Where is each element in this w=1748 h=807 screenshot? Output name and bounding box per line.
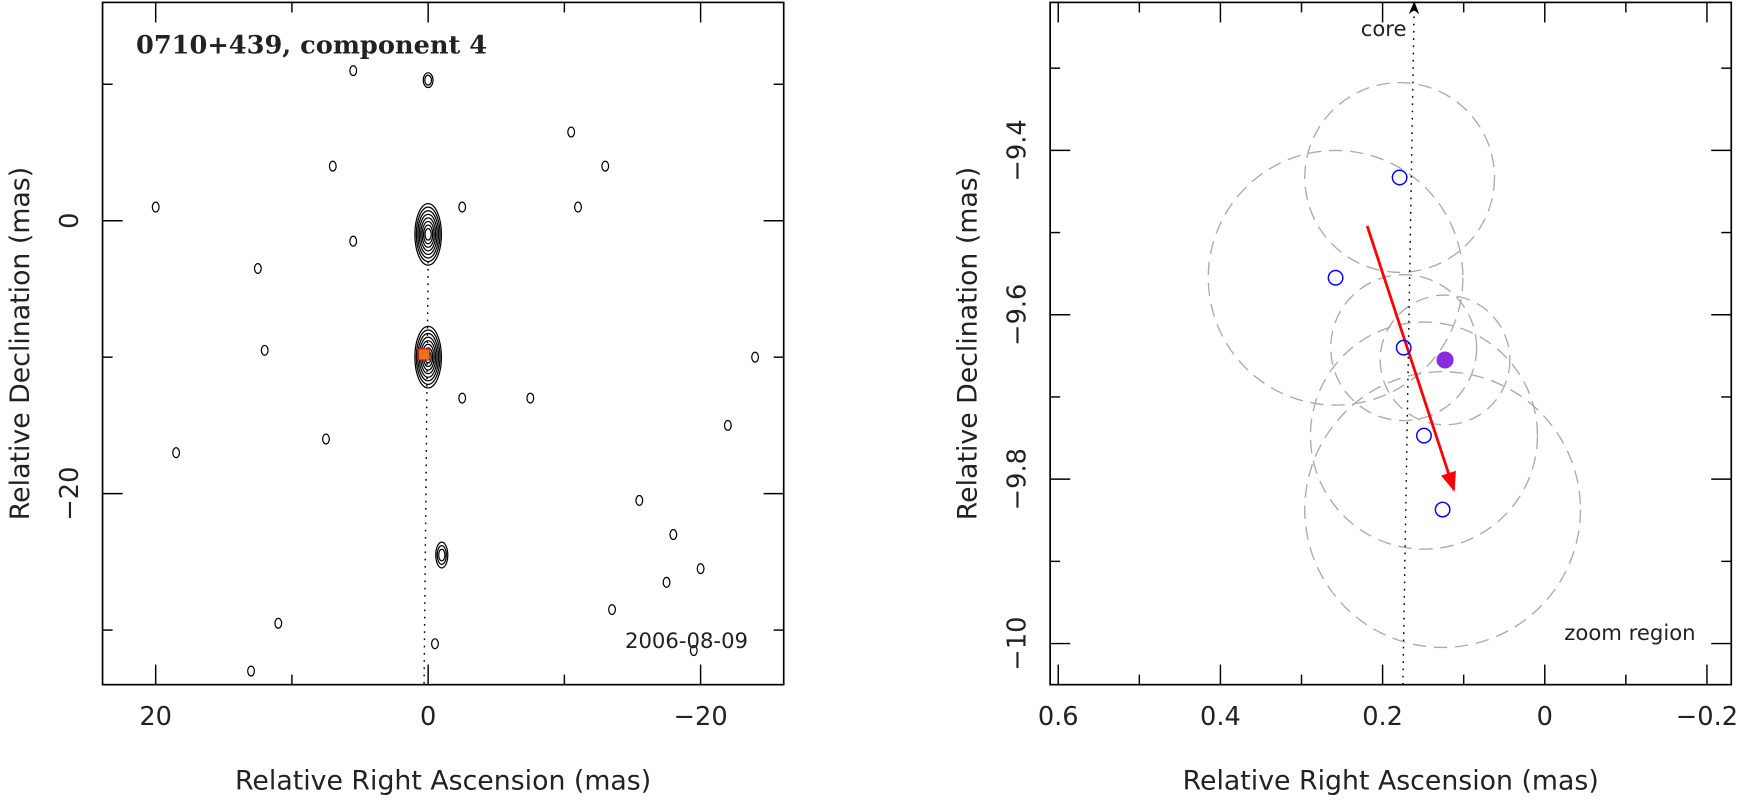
contour [328,160,337,172]
contour [435,541,449,569]
contour [349,235,358,247]
contour [751,351,760,363]
contour [421,220,435,248]
y-tick-label: 0 [55,213,85,229]
contour [414,325,443,389]
error-circle [1309,321,1539,550]
position-point [1436,351,1454,369]
y-axis-label: Relative Declination (mas) [5,167,36,520]
error-circle [1304,81,1496,274]
core-direction [1402,1,1420,685]
contour [601,160,610,172]
contour [424,74,433,86]
contour [422,72,434,89]
x-tick-label: 0 [420,702,436,732]
position-point [1391,169,1408,186]
x-axis-label: Relative Right Ascension (mas) [1183,765,1599,796]
contour [414,202,443,266]
contour [438,548,446,562]
contour [436,545,447,566]
contour [260,344,269,356]
y-tick-label: −20 [55,467,85,521]
x-tick-label: −20 [674,702,728,732]
x-tick-label: 20 [139,702,172,732]
x-tick-label: 0.4 [1200,702,1241,732]
component-marker [417,348,431,361]
position-point [1434,501,1451,518]
core-label: core [1361,16,1407,41]
plot-frame [1049,1,1733,686]
contour [669,529,678,541]
y-tick-label: −10 [1003,617,1033,671]
contour [662,576,671,588]
position-point [1415,427,1432,444]
chart-title: 0710+439, component 4 [136,31,487,61]
contour [418,213,438,256]
contour [415,206,441,263]
contour [526,392,535,404]
contour [322,433,330,445]
contour [689,645,698,657]
contour [567,126,576,138]
error-circle [1330,273,1478,422]
contour [431,638,439,650]
x-tick-label: 0.2 [1362,702,1403,732]
epoch-label: 2006-08-09 [625,628,748,653]
contour [417,332,440,382]
x-tick-label: 0.6 [1038,702,1079,732]
contour [172,447,181,459]
plot-frame [101,1,785,686]
error-circle [1207,149,1464,406]
contour [417,210,440,259]
y-tick-label: −9.8 [1003,448,1033,510]
motion-vector [1365,225,1456,492]
contour [458,392,467,404]
contour [422,224,434,245]
contour [635,494,644,506]
contour [247,665,256,677]
y-tick-label: −9.4 [1003,119,1033,181]
contour [420,217,437,252]
contour [424,227,432,241]
contour [723,419,732,431]
y-tick-label: −9.6 [1003,284,1033,346]
x-axis-label: Relative Right Ascension (mas) [235,765,651,796]
x-tick-label: −0.2 [1676,702,1738,732]
zoom-region-label: zoom region [1564,620,1695,645]
contour [274,617,283,629]
contour [574,201,582,213]
contour [458,201,467,213]
contour [253,262,262,275]
jet-axis [423,261,429,685]
position-point [1395,339,1412,356]
position-point [1327,269,1344,286]
x-tick-label: 0 [1537,702,1553,732]
y-axis-label: Relative Declination (mas) [953,167,984,520]
contour [349,65,358,77]
contour [608,604,617,616]
contour [415,329,441,385]
error-circle [1379,294,1511,426]
error-circle [1304,371,1582,649]
contour [696,563,705,575]
contour [151,201,160,213]
